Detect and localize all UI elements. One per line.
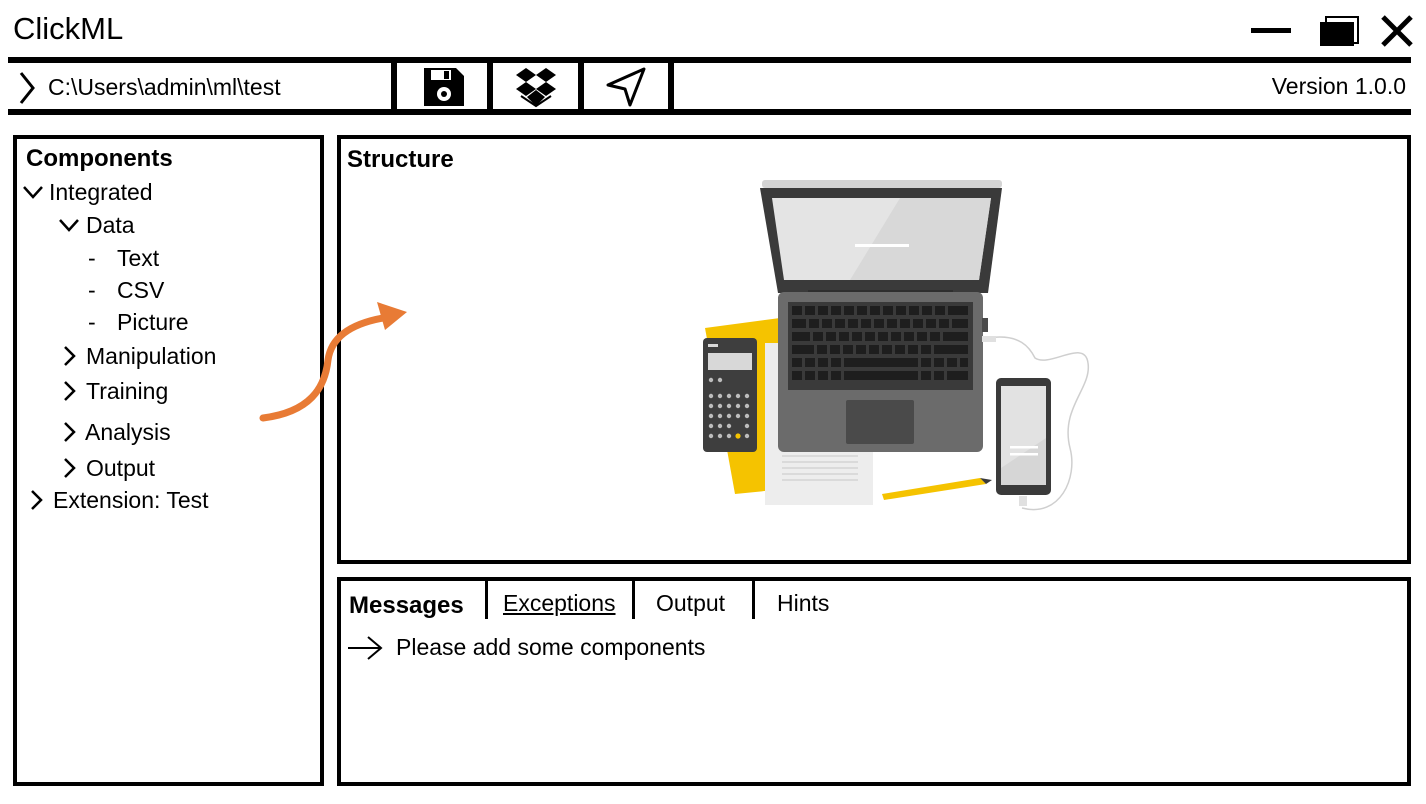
chevron-down-icon	[59, 219, 79, 232]
chevron-right-icon	[19, 72, 35, 104]
save-button[interactable]	[397, 63, 487, 109]
dropbox-icon	[516, 68, 556, 108]
tree-label: Picture	[117, 309, 189, 335]
toolbar-divider	[391, 60, 397, 112]
chevron-down-icon	[23, 186, 43, 199]
tree-node-output[interactable]: Output	[60, 453, 300, 483]
tree-node-extension[interactable]: Extension: Test	[27, 485, 297, 515]
close-button[interactable]	[1378, 14, 1416, 48]
tree-label: Output	[86, 455, 156, 481]
toolbar-divider	[578, 60, 584, 112]
version-label: Version 1.0.0	[1271, 73, 1406, 99]
toolbar-divider	[668, 60, 674, 112]
path-text: C:\Users\admin\ml\test	[48, 74, 281, 100]
maximize-icon	[1320, 16, 1359, 46]
tree-label: Data	[86, 212, 135, 238]
tree-label: Manipulation	[86, 343, 217, 369]
tree-leaf-csv[interactable]: - CSV	[88, 275, 288, 305]
tree-leaf-text[interactable]: - Text	[88, 243, 288, 273]
toolbar-top-border	[8, 57, 1411, 63]
tree-node-analysis[interactable]: Analysis	[60, 417, 300, 447]
components-title: Components	[26, 145, 173, 172]
tab-divider	[752, 579, 755, 619]
chevron-right-icon	[64, 381, 76, 401]
structure-title: Structure	[347, 146, 454, 173]
chevron-right-icon	[31, 490, 43, 510]
tree-dash: -	[88, 277, 96, 303]
tree-node-training[interactable]: Training	[60, 376, 300, 406]
tab-messages[interactable]: Messages	[349, 592, 464, 619]
tree-node-data[interactable]: Data	[58, 210, 298, 240]
toolbar-divider	[487, 60, 493, 112]
tab-exceptions[interactable]: Exceptions	[503, 590, 616, 616]
chevron-right-icon	[64, 346, 76, 366]
message-text: Please add some components	[396, 634, 706, 660]
tab-output[interactable]: Output	[656, 590, 726, 616]
tree-leaf-picture[interactable]: - Picture	[88, 307, 288, 337]
tree-node-manipulation[interactable]: Manipulation	[60, 341, 300, 371]
save-icon	[424, 68, 464, 106]
tab-hints[interactable]: Hints	[777, 590, 830, 616]
arrow-right-icon	[348, 636, 383, 660]
tab-divider	[632, 579, 635, 619]
send-button[interactable]	[584, 63, 668, 109]
tree-label: Extension: Test	[53, 487, 209, 513]
minimize-button[interactable]	[1248, 14, 1294, 48]
tree-label: CSV	[117, 277, 165, 303]
close-icon	[1381, 15, 1413, 47]
tree-label: Training	[86, 378, 169, 404]
tree-dash: -	[88, 309, 96, 335]
maximize-button[interactable]	[1316, 14, 1362, 48]
tree-label: Integrated	[49, 179, 153, 205]
toolbar-bottom-border	[8, 109, 1411, 115]
tree-label: Analysis	[85, 419, 171, 445]
app-title: ClickML	[13, 11, 124, 46]
messages-panel	[337, 577, 1411, 786]
message-item: Please add some components	[346, 632, 946, 662]
tree-dash: -	[88, 245, 96, 271]
tree-node-integrated[interactable]: Integrated	[22, 177, 302, 207]
chevron-right-icon	[64, 422, 76, 442]
send-icon	[606, 67, 646, 107]
drag-arrow-icon	[259, 302, 407, 422]
dropbox-button[interactable]	[493, 63, 578, 109]
tab-divider	[485, 579, 488, 619]
workspace-illustration	[703, 180, 1090, 511]
path-breadcrumb[interactable]	[10, 66, 390, 108]
chevron-right-icon	[64, 458, 76, 478]
tree-label: Text	[117, 245, 160, 271]
minimize-icon	[1251, 28, 1291, 33]
